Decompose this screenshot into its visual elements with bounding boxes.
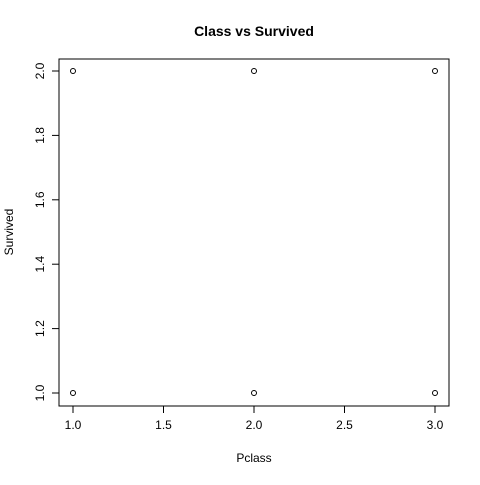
y-axis-label: Survived xyxy=(2,209,16,256)
y-tick-label: 1.4 xyxy=(33,256,47,273)
plot-box xyxy=(58,58,450,407)
x-axis: 1.0 1.5 2.0 2.5 3.0 xyxy=(65,405,444,432)
y-tick-label: 1.2 xyxy=(33,320,47,337)
x-tick-label: 1.5 xyxy=(155,418,172,432)
y-tick-label: 1.6 xyxy=(33,191,47,208)
x-tick-label: 2.0 xyxy=(246,418,263,432)
data-point xyxy=(251,390,257,396)
chart-title: Class vs Survived xyxy=(194,23,314,39)
x-tick-label: 3.0 xyxy=(427,418,444,432)
data-points xyxy=(70,68,438,396)
x-tick-label: 2.5 xyxy=(336,418,353,432)
data-point xyxy=(432,390,438,396)
y-tick-label: 2.0 xyxy=(33,62,47,79)
y-tick-label: 1.8 xyxy=(33,127,47,144)
data-point xyxy=(251,68,257,74)
data-point xyxy=(432,68,438,74)
y-axis: 1.0 1.2 1.4 1.6 1.8 2.0 xyxy=(33,62,60,401)
x-axis-label: Pclass xyxy=(236,451,271,465)
data-point xyxy=(70,390,76,396)
y-tick-label: 1.0 xyxy=(33,384,47,401)
data-point xyxy=(70,68,76,74)
x-tick-label: 1.0 xyxy=(65,418,82,432)
